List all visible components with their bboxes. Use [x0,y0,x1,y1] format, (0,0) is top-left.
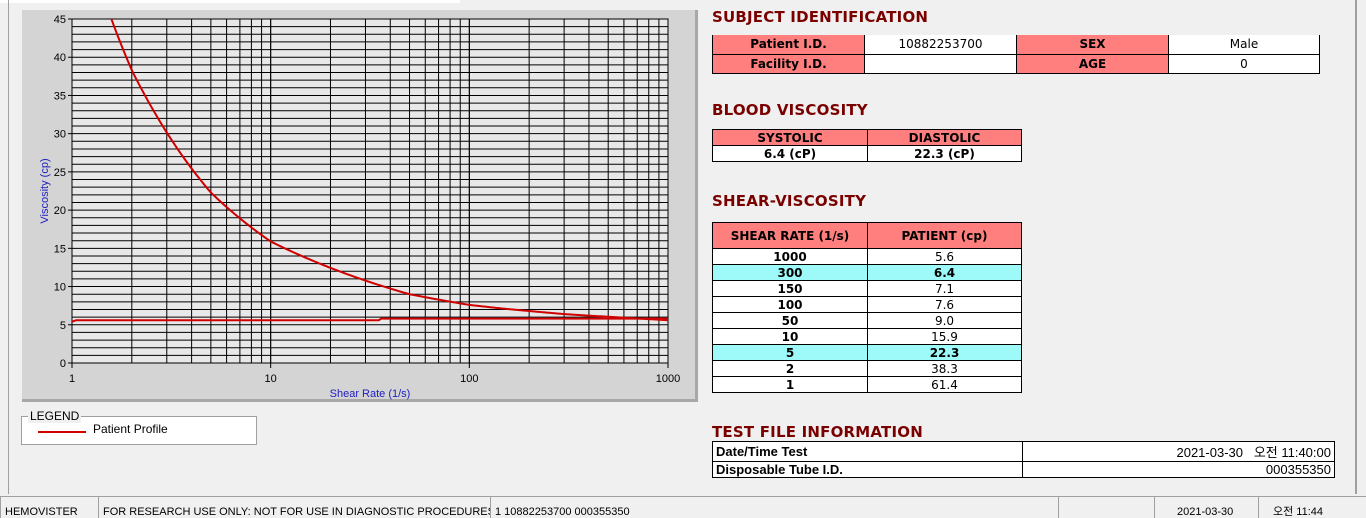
shear-rate-cell: 1 [712,376,868,393]
shear-rate-cell: 2 [712,360,868,377]
diastolic-label: DIASTOLIC [867,129,1022,146]
status-app: HEMOVISTER [0,496,98,518]
patient-id-value: 10882253700 [864,35,1017,55]
top-strip [0,0,460,3]
status-bar: HEMOVISTER FOR RESEARCH USE ONLY: NOT FO… [0,496,1366,518]
shear-viscosity-table: SHEAR RATE (1/s) PATIENT (cp) 1000 5.6 300… [712,222,1022,393]
legend-label: Patient Profile [93,422,168,436]
patient-cell: 61.4 [867,376,1022,393]
datetime-value: 2021-03-30 오전 11:40:00 [1022,441,1335,462]
plot-area [71,18,669,364]
tube-id-label: Disposable Tube I.D. [712,461,1023,478]
status-record: 1 10882253700 000355350 [490,496,1058,518]
y-tick-label: 0 [60,358,66,370]
patient-cell: 7.1 [867,280,1022,297]
y-tick-label: 45 [54,14,66,26]
blood-viscosity-table: SYSTOLIC DIASTOLIC 6.4 (cP) 22.3 (cP) [712,129,1022,162]
sex-label: SEX [1016,35,1169,55]
age-value: 0 [1168,54,1320,74]
x-tick-label: 10 [265,373,277,385]
patient-cell: 6.4 [867,264,1022,281]
patient-header: PATIENT (cp) [867,222,1022,249]
legend-title: LEGEND [28,409,82,423]
x-tick-label: 1000 [656,373,680,385]
status-time: 오전 11:44 [1258,496,1366,518]
shear-viscosity-title: SHEAR-VISCOSITY [712,192,867,210]
shear-row: 2 38.3 [712,360,1022,377]
shear-rate-cell: 300 [712,264,868,281]
y-tick-label: 25 [54,167,66,179]
x-axis-label: Shear Rate (1/s) [330,388,411,400]
shear-row: 300 6.4 [712,264,1022,281]
shear-rate-cell: 10 [712,328,868,345]
shear-row: 150 7.1 [712,280,1022,297]
viscosity-chart: 0 5 10 15 20 25 30 35 40 45 1 10 100 1000 Shear Rate (… [22,10,698,402]
subject-table: Patient I.D. 10882253700 SEX Male Facili… [712,35,1320,74]
patient-cell: 7.6 [867,296,1022,313]
y-tick-label: 30 [54,129,66,141]
patient-cell: 22.3 [867,344,1022,361]
facility-id-value [864,54,1017,74]
shear-rate-cell: 1000 [712,248,868,265]
shear-row: 1000 5.6 [712,248,1022,265]
shear-rate-cell: 50 [712,312,868,329]
divider [8,0,9,494]
shear-row: 50 9.0 [712,312,1022,329]
patient-cell: 38.3 [867,360,1022,377]
tube-id-value: 000355350 [1022,461,1335,478]
y-tick-label: 20 [54,205,66,217]
y-tick-label: 35 [54,90,66,102]
patient-cell: 9.0 [867,312,1022,329]
shear-rate-cell: 150 [712,280,868,297]
chart-svg: 0 5 10 15 20 25 30 35 40 45 1 10 100 1000 Shear Rate (… [39,14,680,400]
patient-cell: 5.6 [867,248,1022,265]
shear-row: 10 15.9 [712,328,1022,345]
sex-value: Male [1168,35,1320,55]
systolic-value: 6.4 (cP) [712,145,868,162]
patient-cell: 15.9 [867,328,1022,345]
status-notice: FOR RESEARCH USE ONLY: NOT FOR USE IN DI… [98,496,490,518]
diastolic-value: 22.3 (cP) [867,145,1022,162]
y-tick-label: 15 [54,243,66,255]
x-tick-label: 1 [69,373,75,385]
patient-id-label: Patient I.D. [712,35,865,55]
facility-id-label: Facility I.D. [712,54,865,74]
systolic-label: SYSTOLIC [712,129,868,146]
subject-title: SUBJECT IDENTIFICATION [712,8,929,26]
y-tick-label: 40 [54,52,66,64]
series-line [110,19,668,322]
datetime-label: Date/Time Test [712,441,1023,462]
shear-row: 100 7.6 [712,296,1022,313]
shear-rate-cell: 5 [712,344,868,361]
y-axis-label: Viscosity (cp) [39,158,51,223]
test-file-table: Date/Time Test 2021-03-30 오전 11:40:00 Di… [712,441,1335,478]
legend-swatch [38,431,86,433]
status-date: 2021-03-30 [1154,496,1258,518]
shear-row: 1 61.4 [712,376,1022,393]
legend: LEGEND Patient Profile [21,409,257,445]
status-empty [1058,496,1154,518]
x-tick-label: 100 [460,373,478,385]
blood-viscosity-title: BLOOD VISCOSITY [712,101,868,119]
test-file-title: TEST FILE INFORMATION [712,423,923,441]
divider [1355,0,1357,494]
y-tick-label: 5 [60,320,66,332]
shear-rate-cell: 100 [712,296,868,313]
series-line [72,317,668,323]
shear-row: 5 22.3 [712,344,1022,361]
shear-rate-header: SHEAR RATE (1/s) [712,222,868,249]
age-label: AGE [1016,54,1169,74]
y-tick-label: 10 [54,282,66,294]
